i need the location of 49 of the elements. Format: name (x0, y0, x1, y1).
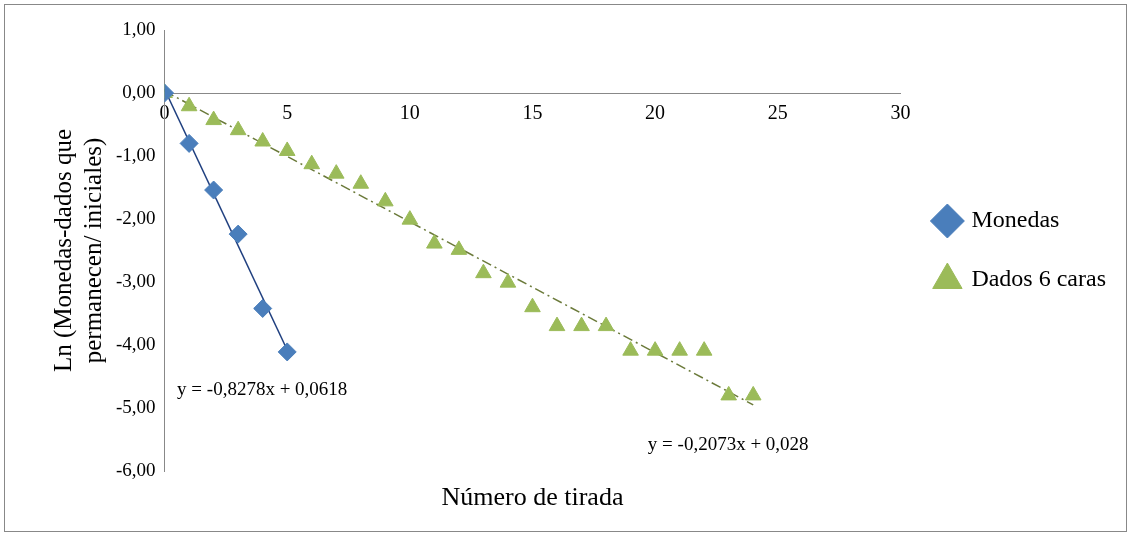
y-tick-label: -1,00 (116, 143, 156, 165)
point (646, 341, 664, 356)
y-tick-label: -2,00 (116, 206, 156, 228)
x-tick-label: 5 (282, 101, 293, 124)
point (622, 341, 639, 356)
point (180, 96, 198, 112)
x-tick-label: 20 (645, 101, 666, 124)
point (327, 164, 345, 179)
point (671, 341, 688, 356)
x-tick-label: 10 (399, 101, 420, 124)
point (426, 234, 443, 249)
y-tick-label: 1,00 (122, 17, 156, 39)
legend-label: Dados 6 caras (971, 265, 1107, 292)
point (205, 110, 222, 126)
point (377, 191, 394, 207)
x-tick-label: 15 (522, 101, 543, 124)
point (548, 316, 566, 332)
point (597, 316, 615, 332)
x-axis-title: Número de tirada (441, 481, 624, 511)
point (228, 224, 248, 244)
annotation: y = -0,8278x + 0,0618 (177, 378, 348, 400)
point (204, 180, 224, 200)
point (253, 298, 273, 318)
point (744, 385, 762, 401)
point (720, 385, 737, 401)
point (254, 132, 271, 147)
point (524, 297, 541, 313)
y-tick-label: 0,00 (122, 80, 156, 102)
y-axis-title: Ln (Monedas-dados que permanecen/ iniciales) (48, 129, 107, 372)
point (303, 154, 321, 170)
annotation: y = -0,2073x + 0,028 (647, 432, 809, 454)
y-tick-label: -3,00 (116, 269, 156, 291)
point (401, 210, 419, 225)
x-tick-label: 30 (890, 101, 911, 124)
point (278, 141, 296, 156)
point (695, 341, 713, 356)
point (229, 120, 247, 136)
y-tick-label: -4,00 (116, 332, 156, 354)
x-tick-label: 0 (159, 101, 170, 124)
point (573, 316, 590, 332)
point (475, 263, 492, 279)
point (450, 240, 468, 255)
point (179, 133, 199, 153)
point (352, 174, 370, 189)
x-tick-label: 25 (767, 101, 788, 124)
y-tick-label: -5,00 (116, 395, 156, 417)
legend-label: Monedas (971, 206, 1060, 233)
point (499, 273, 517, 288)
y-tick-label: -6,00 (116, 458, 156, 480)
